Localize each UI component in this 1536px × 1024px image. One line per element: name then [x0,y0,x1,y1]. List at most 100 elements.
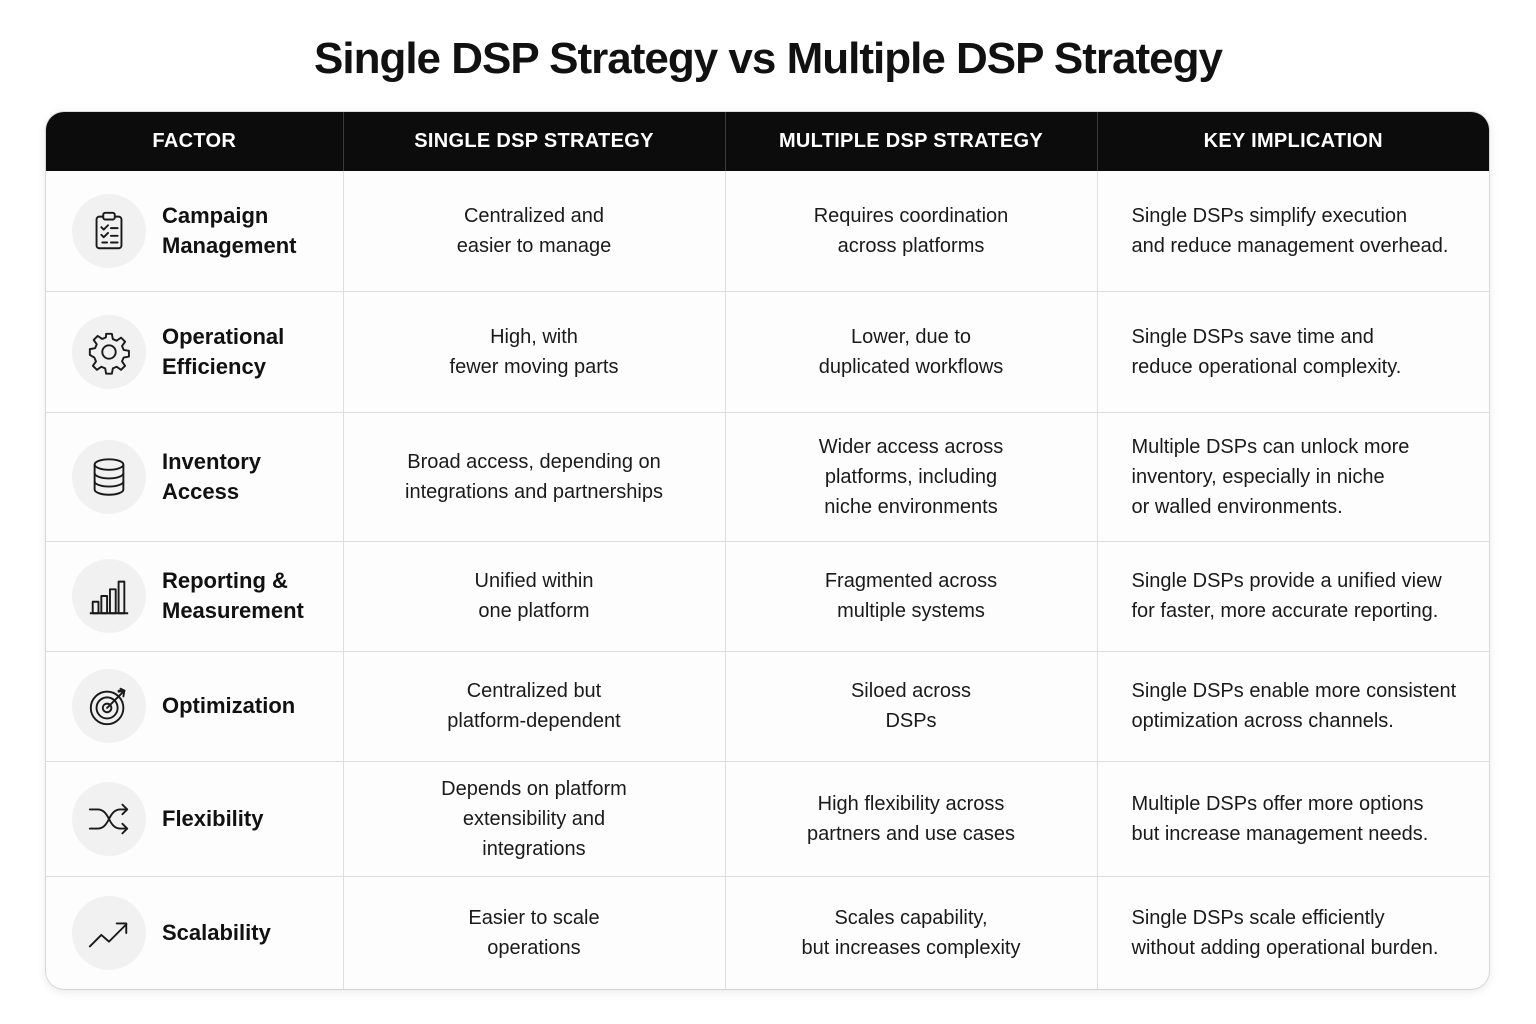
single-dsp-line: platform-dependent [447,710,621,732]
table-row: Flexibility Depends on platform extensibil… [46,761,1489,877]
multiple-dsp-line: Wider access across [818,435,1004,458]
key-implication-line: without adding operational burden. [1131,936,1439,959]
target-arrow-icon [72,669,146,743]
key-implication-cell: Single DSPs scale efficiently without add… [1097,876,1489,989]
single-dsp-line: integrations and partnerships [405,480,663,503]
factor-label: Reporting & Measurement [162,566,304,626]
key-implication-line: reduce operational complexity. [1131,355,1402,378]
factor-line: Operational [162,323,285,349]
key-implication-line: and reduce management overhead. [1131,234,1449,257]
single-dsp-cell: High, with fewer moving parts [343,291,726,413]
factor-label: Scalability [162,918,271,948]
multiple-dsp-line: across platforms [837,234,985,257]
table-header-row: FACTOR SINGLE DSP STRATEGY MULTIPLE DSP … [46,112,1489,171]
single-dsp-cell: Unified within one platform [343,541,726,652]
single-dsp-line: High, with [490,325,578,348]
multiple-dsp-line: partners and use cases [807,822,1015,845]
multiple-dsp-line: niche environments [824,495,998,518]
multiple-dsp-line: DSPs [885,710,937,732]
multiple-dsp-line: Fragmented across [824,570,998,592]
page-title: Single DSP Strategy vs Multiple DSP Stra… [314,34,1223,83]
table-row: Optimization Centralized but platform-depe… [46,651,1489,762]
header-single-dsp: SINGLE DSP STRATEGY [343,112,726,171]
factor-cell: Optimization [46,651,344,762]
factor-cell: Inventory Access [46,412,344,542]
factor-label: Inventory Access [162,447,261,507]
multiple-dsp-line: Lower, due to [850,325,972,348]
key-implication-cell: Single DSPs enable more consistent optimi… [1097,651,1489,762]
table-row: Scalability Easier to scale operations Scal… [46,876,1489,989]
multiple-dsp-cell: Fragmented across multiple systems [725,541,1098,652]
factor-label: Optimization [162,691,295,721]
factor-line: Flexibility [162,805,264,831]
key-implication-line: optimization across channels. [1131,710,1394,732]
key-implication-line: but increase management needs. [1131,822,1429,845]
single-dsp-line: Depends on platform [441,777,627,800]
multiple-dsp-cell: Lower, due to duplicated workflows [725,291,1098,413]
factor-line: Reporting & [162,568,288,593]
factor-line: Efficiency [162,353,266,379]
comparison-table: FACTOR SINGLE DSP STRATEGY MULTIPLE DSP … [46,112,1489,989]
header-multiple-dsp: MULTIPLE DSP STRATEGY [725,112,1098,171]
multiple-dsp-cell: High flexibility across partners and use … [725,761,1098,877]
multiple-dsp-cell: Siloed across DSPs [725,651,1098,762]
single-dsp-cell: Centralized but platform-dependent [343,651,726,762]
database-icon [72,439,146,514]
factor-cell: Reporting & Measurement [46,541,344,652]
key-implication-line: Single DSPs provide a unified view [1131,570,1442,592]
single-dsp-line: Broad access, depending on [407,450,661,473]
factor-label: Campaign Management [162,201,296,261]
factor-line: Access [162,478,240,504]
key-implication-cell: Single DSPs save time and reduce operatio… [1097,291,1489,413]
multiple-dsp-line: but increases complexity [801,936,1021,959]
single-dsp-line: integrations [482,837,586,860]
single-dsp-cell: Broad access, depending on integrations a… [343,412,726,542]
multiple-dsp-line: platforms, including [824,465,998,488]
single-dsp-cell: Easier to scale operations [343,876,726,989]
factor-cell: Campaign Management [46,171,344,292]
header-factor: FACTOR [46,112,344,171]
single-dsp-line: easier to manage [456,234,612,257]
clipboard-checklist-icon [72,193,146,268]
multiple-dsp-line: Siloed across [850,680,972,702]
table-row: Operational Efficiency High, with fewer mov… [46,291,1489,413]
single-dsp-cell: Centralized and easier to manage [343,171,726,292]
factor-label: Operational Efficiency [162,322,284,382]
table-row: Campaign Management Centralized and easier … [46,171,1489,292]
table-row: Inventory Access Broad access, depending o… [46,412,1489,542]
factor-cell: Flexibility [46,761,344,877]
multiple-dsp-cell: Scales capability, but increases complexi… [725,876,1098,989]
gear-icon [72,314,146,389]
factor-line: Scalability [162,919,271,945]
factor-line: Management [162,232,297,258]
single-dsp-line: Easier to scale [468,906,600,929]
multiple-dsp-cell: Wider access across platforms, including n… [725,412,1098,542]
multiple-dsp-line: Requires coordination [813,204,1009,227]
key-implication-line: Single DSPs simplify execution [1131,204,1408,227]
single-dsp-line: one platform [478,600,590,622]
multiple-dsp-line: multiple systems [837,600,985,622]
single-dsp-line: Unified within [474,570,594,592]
key-implication-cell: Multiple DSPs offer more options but incr… [1097,761,1489,877]
key-implication-cell: Multiple DSPs can unlock more inventory, … [1097,412,1489,542]
factor-line: Inventory [162,448,262,474]
table-row: Reporting & Measurement Unified within one … [46,541,1489,652]
key-implication-line: Single DSPs save time and [1131,325,1374,348]
multiple-dsp-line: duplicated workflows [818,355,1004,378]
key-implication-line: for faster, more accurate reporting. [1131,600,1439,622]
key-implication-line: Single DSPs enable more consistent [1131,680,1457,702]
single-dsp-cell: Depends on platform extensibility and inte… [343,761,726,877]
bar-chart-icon [72,559,146,633]
single-dsp-line: Centralized and [463,204,605,227]
key-implication-line: Single DSPs scale efficiently [1131,906,1385,929]
header-key-implication: KEY IMPLICATION [1203,130,1383,152]
factor-cell: Scalability [46,876,344,989]
single-dsp-line: fewer moving parts [449,355,619,378]
key-implication-line: Multiple DSPs can unlock more [1131,435,1410,458]
trend-up-icon [72,895,146,970]
key-implication-line: or walled environments. [1131,495,1343,518]
multiple-dsp-cell: Requires coordination across platforms [725,171,1098,292]
key-implication-cell: Single DSPs simplify execution and reduce… [1097,171,1489,292]
multiple-dsp-line: Scales capability, [834,906,988,929]
